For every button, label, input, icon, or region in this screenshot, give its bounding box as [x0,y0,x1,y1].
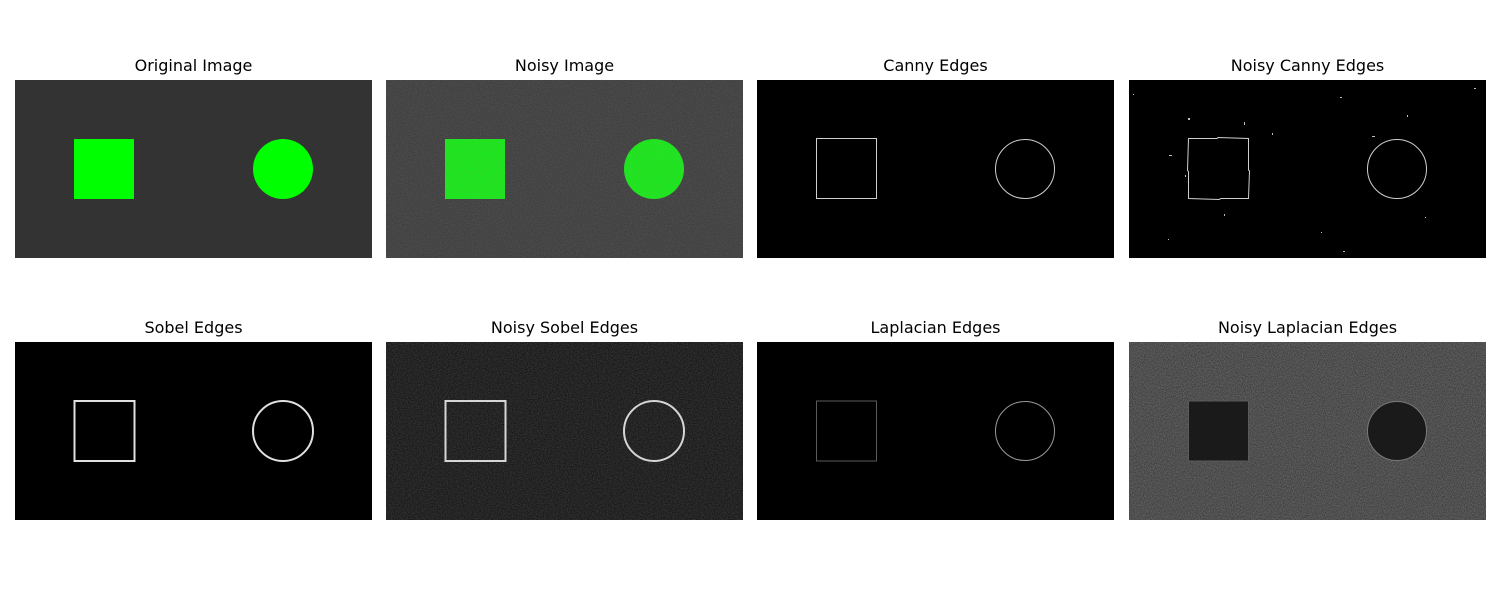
panel-title: Canny Edges [883,56,988,75]
noisy-canny-edges-image [1129,80,1486,258]
green-square [74,139,134,199]
square-edge [816,138,877,199]
circle-edge [995,139,1055,199]
noisy-image [386,80,743,258]
square-region [1188,400,1249,462]
circle-edge [995,401,1055,461]
noisy-sobel-edges-image [386,342,743,520]
panel-title: Original Image [134,56,253,75]
noise-specks [1133,88,1476,252]
original-image [15,80,372,258]
circle-edge [623,400,685,462]
circle-edge [1367,139,1427,199]
noisy-laplacian-edges-image [1129,342,1486,520]
panel-title: Sobel Edges [144,318,243,337]
panel-title: Noisy Laplacian Edges [1217,318,1398,337]
panel-title: Noisy Image [514,56,615,75]
square-edge [73,400,136,462]
canny-edges-image [757,80,1114,258]
square-edge [444,400,507,462]
panel-title: Noisy Sobel Edges [490,318,639,337]
green-circle [253,139,313,199]
laplacian-edges-image [757,342,1114,520]
panel-title: Noisy Canny Edges [1230,56,1385,75]
square-edge [1186,136,1251,201]
square-edge [816,400,877,462]
circle-region [1367,401,1427,461]
circle-edge [252,400,314,462]
sobel-edges-image [15,342,372,520]
panel-title: Laplacian Edges [870,318,1001,337]
